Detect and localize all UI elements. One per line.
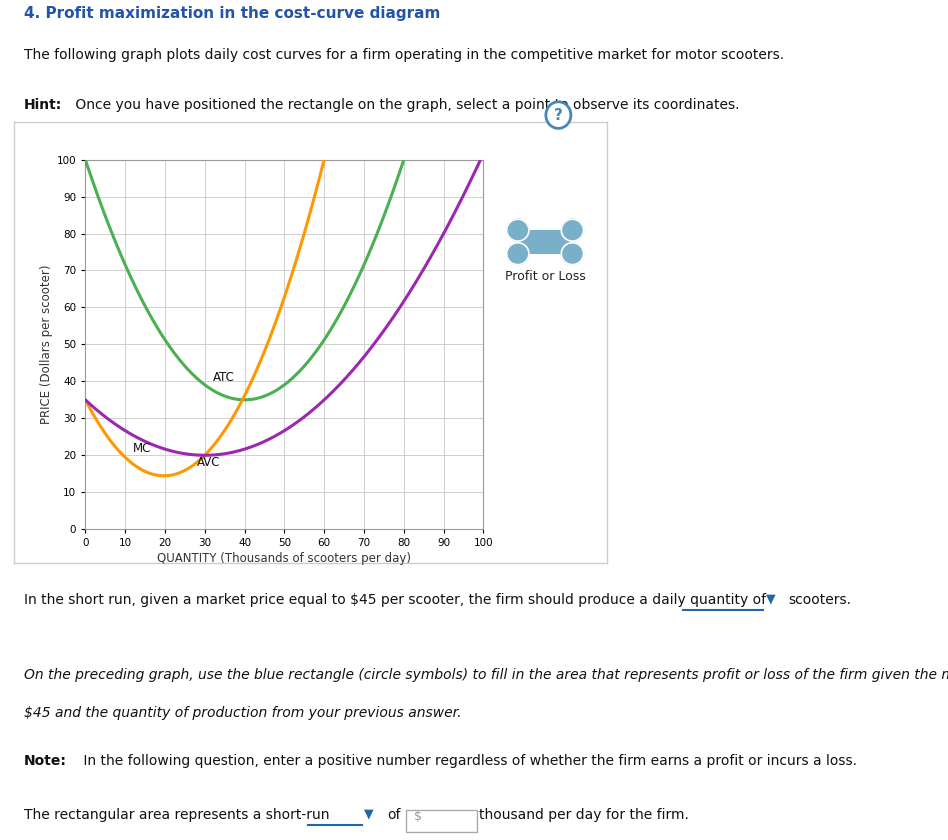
- Text: MC: MC: [133, 442, 152, 454]
- Text: AVC: AVC: [197, 456, 220, 470]
- Text: On the preceding graph, use the blue rectangle (circle symbols) to fill in the a: On the preceding graph, use the blue rec…: [24, 668, 948, 682]
- Text: Profit or Loss: Profit or Loss: [504, 270, 586, 283]
- Circle shape: [546, 102, 571, 129]
- Text: In the short run, given a market price equal to $45 per scooter, the firm should: In the short run, given a market price e…: [24, 593, 766, 606]
- Text: of: of: [387, 808, 400, 822]
- Circle shape: [506, 219, 529, 241]
- Circle shape: [506, 243, 529, 265]
- Text: The following graph plots daily cost curves for a firm operating in the competit: The following graph plots daily cost cur…: [24, 48, 784, 62]
- Text: thousand per day for the firm.: thousand per day for the firm.: [479, 808, 688, 822]
- Circle shape: [561, 243, 583, 265]
- FancyBboxPatch shape: [518, 230, 573, 254]
- Text: ATC: ATC: [212, 371, 234, 385]
- Text: 4. Profit maximization in the cost-curve diagram: 4. Profit maximization in the cost-curve…: [24, 6, 440, 21]
- X-axis label: QUANTITY (Thousands of scooters per day): QUANTITY (Thousands of scooters per day): [157, 553, 411, 565]
- Circle shape: [561, 219, 583, 241]
- Text: $45 and the quantity of production from your previous answer.: $45 and the quantity of production from …: [24, 706, 461, 720]
- Text: Hint:: Hint:: [24, 98, 62, 113]
- Text: ?: ?: [554, 108, 563, 123]
- Text: $: $: [414, 811, 422, 823]
- Text: In the following question, enter a positive number regardless of whether the fir: In the following question, enter a posit…: [79, 754, 857, 768]
- Y-axis label: PRICE (Dollars per scooter): PRICE (Dollars per scooter): [40, 265, 52, 424]
- FancyBboxPatch shape: [406, 811, 477, 832]
- Text: ▼: ▼: [364, 808, 374, 821]
- Text: The rectangular area represents a short-run: The rectangular area represents a short-…: [24, 808, 329, 822]
- Text: Note:: Note:: [24, 754, 66, 768]
- Text: scooters.: scooters.: [789, 593, 851, 606]
- Text: ▼: ▼: [766, 593, 775, 606]
- Text: Once you have positioned the rectangle on the graph, select a point to observe i: Once you have positioned the rectangle o…: [71, 98, 739, 113]
